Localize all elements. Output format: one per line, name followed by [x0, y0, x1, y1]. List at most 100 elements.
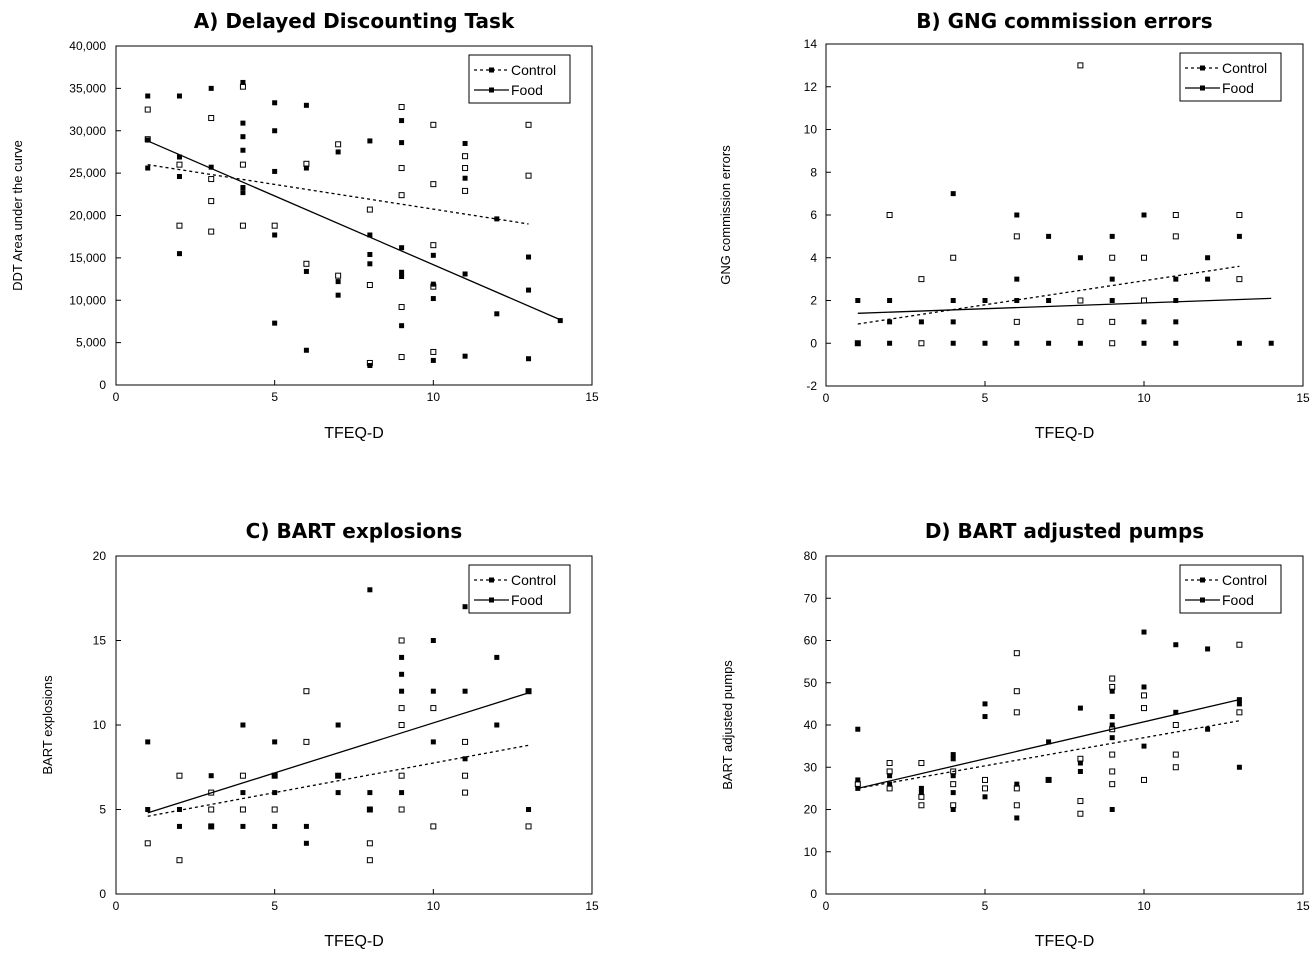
data-point-food: [462, 604, 468, 610]
legend-label-food: Food: [511, 82, 543, 98]
legend: Control Food: [1179, 564, 1282, 614]
x-tick-label: 10: [427, 899, 441, 913]
data-point-control: [1141, 692, 1147, 699]
data-point-food: [399, 671, 405, 677]
data-point-food: [176, 807, 182, 812]
y-tick-label: -2: [806, 379, 817, 393]
data-point-control: [1013, 802, 1020, 809]
y-tick-label: 4: [810, 251, 817, 265]
data-point-food: [526, 688, 532, 694]
y-tick-label: 10: [804, 845, 818, 859]
data-point-control: [366, 281, 373, 288]
data-point-control: [1141, 705, 1147, 712]
data-point-food: [918, 790, 924, 796]
data-point-control: [918, 276, 925, 283]
data-point-food: [240, 190, 246, 196]
data-point-food: [430, 281, 436, 287]
data-point-control: [462, 789, 469, 796]
data-point-food: [494, 654, 500, 660]
data-point-control: [239, 161, 246, 168]
data-point-food: [1046, 298, 1052, 303]
data-point-control: [525, 823, 532, 830]
data-point-control: [525, 121, 532, 128]
data-point-food: [272, 320, 278, 326]
data-point-control: [176, 857, 183, 864]
y-tick-label: 20: [93, 549, 107, 563]
data-point-control: [1109, 254, 1116, 261]
fit-line-control: [857, 720, 1240, 790]
data-point-food: [855, 340, 861, 346]
data-point-control: [398, 192, 405, 199]
data-point-food: [430, 688, 436, 694]
data-point-food: [1014, 815, 1020, 821]
fit-line-food: [857, 699, 1240, 790]
data-point-food: [1014, 340, 1020, 346]
data-point-food: [1173, 319, 1179, 325]
data-point-food: [950, 298, 956, 303]
data-point-control: [398, 354, 405, 361]
series-control: [854, 641, 1243, 817]
x-tick-label: 5: [271, 899, 278, 913]
series-food: [145, 79, 563, 369]
data-point-food: [1046, 777, 1052, 783]
data-point-control: [398, 772, 405, 779]
data-point-food: [399, 274, 405, 280]
legend-label-control: Control: [511, 572, 556, 588]
data-point-food: [399, 654, 405, 660]
y-tick-label: 30,000: [69, 124, 106, 138]
data-point-food: [887, 781, 893, 787]
data-point-control: [366, 857, 373, 864]
data-point-food: [1205, 646, 1211, 652]
x-tick-label: 15: [1296, 899, 1310, 913]
data-point-food: [1236, 340, 1242, 346]
data-point-food: [950, 191, 956, 197]
data-point-food: [399, 269, 405, 275]
x-tick-label: 0: [823, 899, 830, 913]
series-food: [855, 629, 1242, 821]
y-axis-label: DDT Area under the curve: [10, 140, 25, 291]
data-point-food: [1109, 714, 1115, 720]
data-point-food: [430, 296, 436, 302]
legend-box: [1179, 564, 1282, 614]
data-point-food: [1046, 340, 1052, 346]
data-point-control: [366, 840, 373, 847]
data-point-food: [399, 118, 405, 124]
legend-marker-food: [489, 87, 494, 93]
data-point-food: [1236, 764, 1242, 770]
data-point-food: [1173, 340, 1179, 346]
data-point-food: [887, 773, 893, 779]
x-tick-label: 10: [1137, 391, 1151, 405]
data-point-food: [1046, 739, 1052, 745]
panel-1: A) Delayed Discounting Task 0 5,000 10,000 1…: [10, 9, 599, 442]
data-point-food: [145, 739, 151, 745]
data-point-control: [208, 228, 215, 235]
data-point-control: [462, 165, 469, 172]
y-tick-label: 40,000: [69, 39, 106, 53]
data-point-control: [462, 738, 469, 745]
legend-label-control: Control: [511, 62, 556, 78]
data-point-control: [950, 781, 957, 788]
fit-line-control: [147, 744, 529, 817]
x-axis-label: TFEQ-D: [1035, 425, 1095, 442]
legend: Control Food: [468, 564, 571, 614]
data-point-food: [208, 773, 214, 779]
data-point-food: [1141, 629, 1147, 635]
data-point-food: [399, 323, 405, 329]
data-point-control: [1236, 709, 1243, 716]
x-tick-label: 10: [1137, 899, 1151, 913]
y-tick-label: 5,000: [76, 336, 106, 350]
data-point-control: [208, 115, 215, 122]
data-point-control: [1172, 764, 1179, 771]
data-point-food: [1109, 276, 1115, 282]
data-point-control: [144, 840, 151, 847]
y-tick-label: 12: [804, 80, 818, 94]
x-tick-label: 10: [427, 390, 441, 404]
data-point-food: [303, 823, 309, 829]
data-point-food: [335, 292, 341, 298]
data-point-food: [367, 138, 373, 144]
data-point-food: [918, 785, 924, 791]
data-point-control: [1109, 340, 1116, 347]
data-point-food: [462, 688, 468, 694]
y-tick-label: 5: [99, 803, 106, 817]
legend-label-food: Food: [511, 592, 543, 608]
